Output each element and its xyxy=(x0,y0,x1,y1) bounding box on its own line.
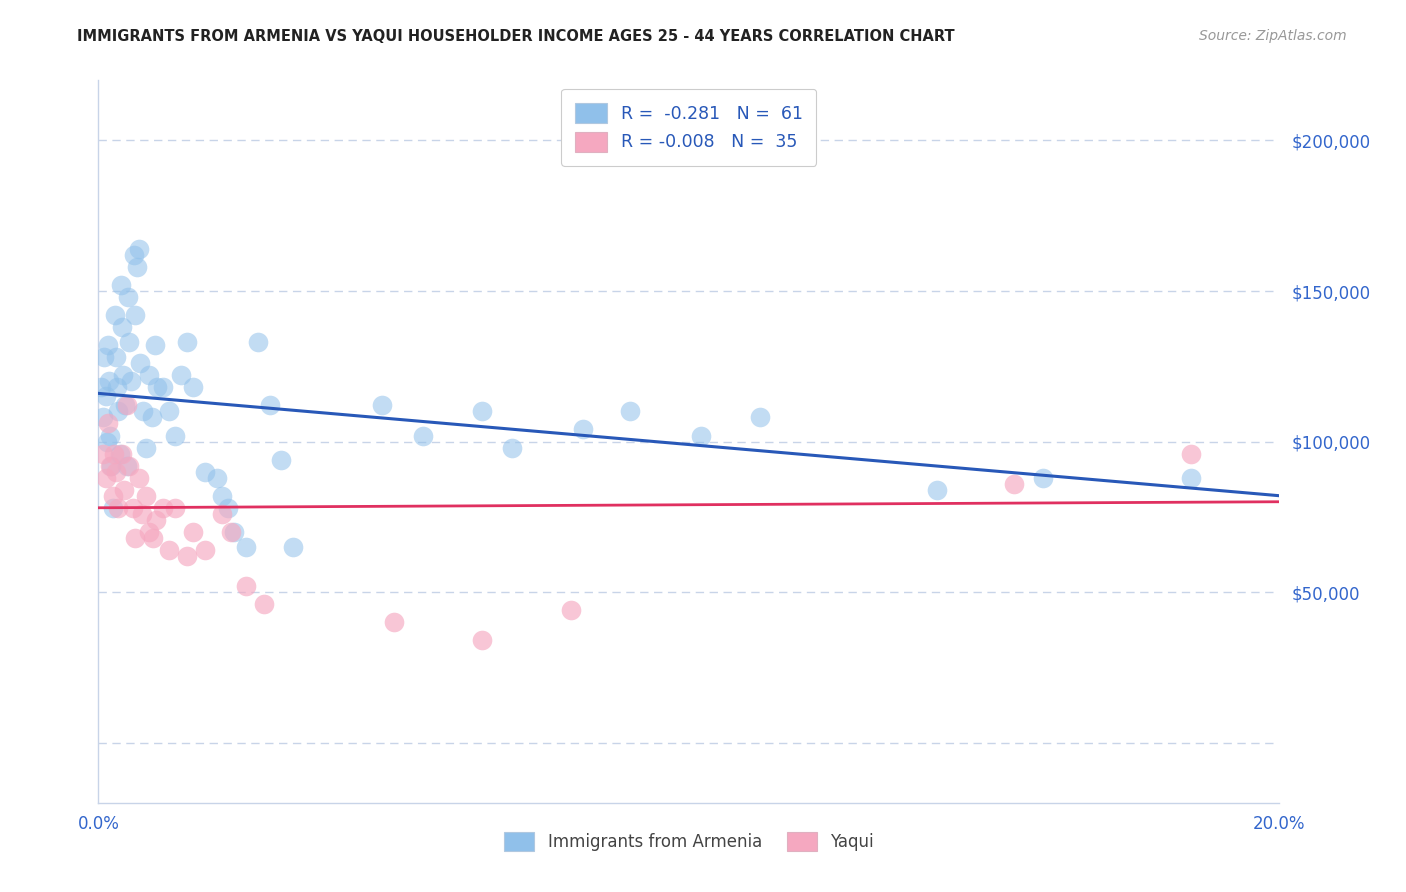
Point xyxy=(107,404,129,418)
Point xyxy=(253,597,276,611)
Point xyxy=(98,374,121,388)
Point xyxy=(122,248,145,262)
Point xyxy=(103,446,125,460)
Point xyxy=(176,335,198,350)
Point xyxy=(93,350,115,364)
Point xyxy=(111,320,134,334)
Point xyxy=(145,513,167,527)
Point xyxy=(118,335,141,350)
Point xyxy=(120,374,142,388)
Point xyxy=(501,441,523,455)
Point xyxy=(97,417,120,431)
Point xyxy=(121,500,143,515)
Point xyxy=(105,465,128,479)
Point xyxy=(128,242,150,256)
Point xyxy=(112,483,135,497)
Point xyxy=(105,350,128,364)
Point xyxy=(412,428,434,442)
Point xyxy=(110,277,132,292)
Point xyxy=(235,579,257,593)
Point xyxy=(165,500,187,515)
Point xyxy=(128,470,150,484)
Point xyxy=(382,615,405,630)
Point xyxy=(259,398,281,412)
Point xyxy=(194,465,217,479)
Point xyxy=(560,603,582,617)
Point xyxy=(471,633,494,648)
Point xyxy=(283,540,305,554)
Point xyxy=(748,410,770,425)
Point xyxy=(104,308,127,322)
Point xyxy=(217,500,239,515)
Point xyxy=(107,500,129,515)
Point xyxy=(181,380,204,394)
Point xyxy=(98,428,121,442)
Point xyxy=(91,446,114,460)
Point xyxy=(97,338,120,352)
Text: Source: ZipAtlas.com: Source: ZipAtlas.com xyxy=(1199,29,1347,43)
Point xyxy=(165,428,187,442)
Point xyxy=(571,422,593,436)
Point xyxy=(270,452,292,467)
Point xyxy=(117,290,139,304)
Point xyxy=(118,458,141,473)
Point xyxy=(111,446,134,460)
Point xyxy=(246,335,269,350)
Point xyxy=(152,380,174,394)
Point xyxy=(221,524,243,539)
Point xyxy=(152,500,174,515)
Point xyxy=(114,398,136,412)
Point xyxy=(181,524,204,539)
Text: IMMIGRANTS FROM ARMENIA VS YAQUI HOUSEHOLDER INCOME AGES 25 - 44 YEARS CORRELATI: IMMIGRANTS FROM ARMENIA VS YAQUI HOUSEHO… xyxy=(77,29,955,44)
Point xyxy=(115,398,138,412)
Point xyxy=(135,441,157,455)
Point xyxy=(125,260,148,274)
Point xyxy=(1180,446,1202,460)
Point xyxy=(105,380,128,394)
Point xyxy=(194,542,217,557)
Point xyxy=(689,428,711,442)
Point xyxy=(138,524,160,539)
Point xyxy=(100,458,122,473)
Point xyxy=(132,404,155,418)
Point xyxy=(108,446,131,460)
Point xyxy=(112,368,135,383)
Point xyxy=(170,368,193,383)
Point xyxy=(1002,476,1025,491)
Point xyxy=(135,489,157,503)
Point xyxy=(143,338,166,352)
Point xyxy=(124,531,146,545)
Point xyxy=(1032,470,1054,484)
Point xyxy=(1180,470,1202,484)
Point xyxy=(91,410,114,425)
Point xyxy=(925,483,948,497)
Point xyxy=(142,531,165,545)
Point xyxy=(115,458,138,473)
Point xyxy=(371,398,394,412)
Point xyxy=(211,489,233,503)
Point xyxy=(124,308,146,322)
Legend: Immigrants from Armenia, Yaqui: Immigrants from Armenia, Yaqui xyxy=(496,823,882,860)
Point xyxy=(128,356,150,370)
Point xyxy=(176,549,198,563)
Point xyxy=(211,507,233,521)
Point xyxy=(471,404,494,418)
Point xyxy=(205,470,228,484)
Point xyxy=(90,380,112,394)
Point xyxy=(235,540,257,554)
Point xyxy=(94,470,117,484)
Point xyxy=(619,404,641,418)
Point xyxy=(138,368,160,383)
Point xyxy=(131,507,153,521)
Point xyxy=(157,404,180,418)
Point xyxy=(146,380,169,394)
Point xyxy=(141,410,163,425)
Point xyxy=(157,542,180,557)
Point xyxy=(94,389,117,403)
Point xyxy=(103,500,125,515)
Point xyxy=(101,489,124,503)
Point xyxy=(96,434,118,449)
Point xyxy=(224,524,246,539)
Point xyxy=(98,458,121,473)
